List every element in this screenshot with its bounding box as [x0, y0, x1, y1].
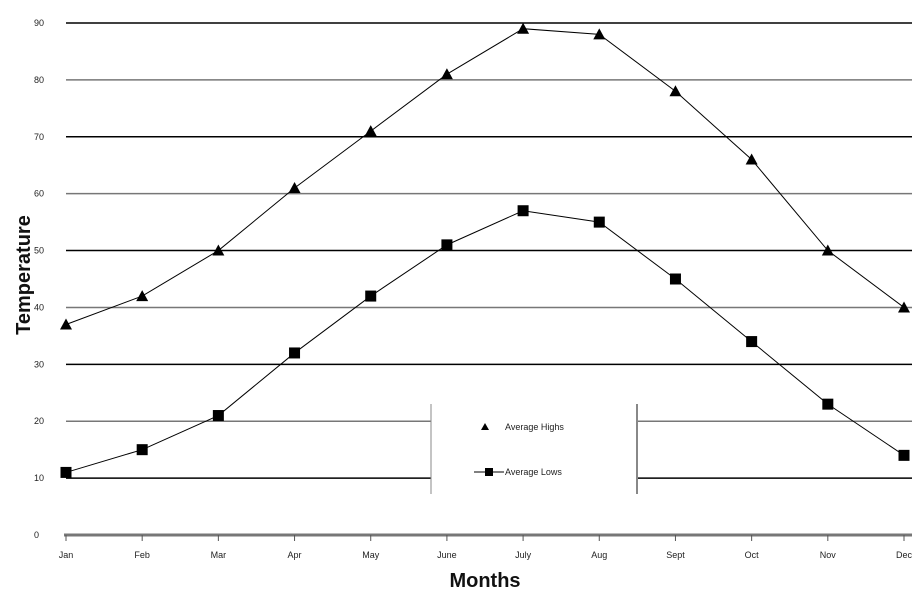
data-point-low [365, 290, 377, 302]
x-tick-label: Oct [745, 550, 760, 560]
data-point-low [517, 205, 529, 217]
x-tick-label: Mar [211, 550, 227, 560]
x-tick-label: June [437, 550, 457, 560]
legend: Average Highs Average Lows [430, 404, 638, 494]
y-tick-label: 50 [34, 246, 44, 256]
data-point-low [822, 398, 834, 410]
legend-lows-label: Average Lows [505, 467, 562, 477]
data-point-low [212, 410, 224, 422]
data-point-high [669, 85, 682, 97]
series-line-lows [65, 210, 905, 473]
data-point-high [593, 28, 606, 40]
data-point-high [136, 290, 149, 302]
x-tick-label: Dec [896, 550, 913, 560]
data-point-low [746, 336, 758, 348]
data-point-low [441, 239, 453, 251]
x-tick-label: Nov [820, 550, 837, 560]
y-tick-label: 70 [34, 132, 44, 142]
y-tick-label: 30 [34, 359, 44, 369]
x-tick-label: Aug [591, 550, 607, 560]
data-point-low [289, 347, 301, 359]
gridlines [66, 22, 912, 479]
y-tick-label: 90 [34, 18, 44, 28]
x-tick-label: Sept [666, 550, 685, 560]
x-tick-label: Jan [59, 550, 74, 560]
data-point-high [821, 244, 834, 256]
x-tick-label: May [362, 550, 380, 560]
y-tick-labels: 0 10 20 30 40 50 60 70 80 90 [34, 18, 44, 540]
series-line-highs [65, 28, 905, 325]
y-tick-label: 60 [34, 189, 44, 199]
x-axis-title: Months [449, 570, 520, 589]
x-tick-label: Feb [134, 550, 150, 560]
legend-box [431, 404, 637, 494]
legend-lows-marker [485, 468, 493, 476]
data-point-high [440, 68, 453, 80]
x-axis: Jan Feb Mar Apr May June July Aug Sept Oct Nov Dec [59, 533, 913, 560]
data-point-low [669, 273, 681, 285]
y-tick-label: 0 [34, 530, 39, 540]
data-point-high [60, 318, 72, 330]
data-point-low [136, 444, 148, 456]
data-point-low [60, 466, 72, 478]
data-point-high [745, 153, 758, 165]
data-point-low [593, 216, 605, 228]
x-tick-label: July [515, 550, 532, 560]
y-tick-label: 10 [34, 473, 44, 483]
data-point-low [898, 449, 910, 461]
y-tick-label: 40 [34, 302, 44, 312]
legend-highs-label: Average Highs [505, 422, 564, 432]
legend-highs-marker [481, 423, 489, 430]
data-point-high [212, 244, 225, 256]
data-point-high [517, 22, 530, 34]
series-lines [60, 22, 910, 478]
y-axis-title: Temperature [13, 215, 35, 335]
data-point-high [898, 301, 910, 313]
data-point-high [288, 181, 301, 193]
x-tick-label: Apr [288, 550, 302, 560]
data-point-high [364, 125, 377, 137]
y-tick-label: 20 [34, 416, 44, 426]
y-tick-label: 80 [34, 75, 44, 85]
